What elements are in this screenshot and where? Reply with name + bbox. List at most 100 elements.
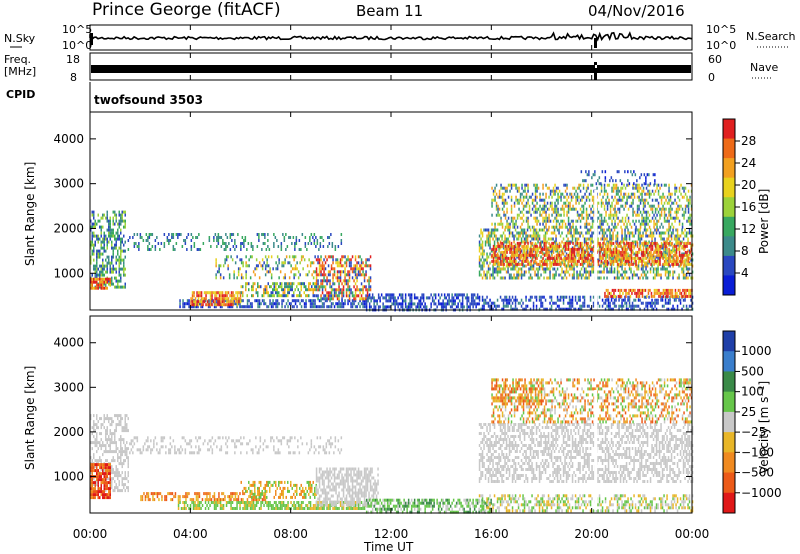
power-cell <box>600 237 602 241</box>
power-cell <box>248 305 250 309</box>
power-cell <box>487 231 490 235</box>
power-cell <box>637 276 640 280</box>
power-cell <box>115 276 117 280</box>
power-cell <box>350 305 352 309</box>
power-cell <box>632 241 634 245</box>
power-cell <box>539 259 541 263</box>
power-cell <box>229 294 231 298</box>
power-cell <box>538 228 541 232</box>
power-cell <box>618 264 620 268</box>
power-cell <box>286 245 289 248</box>
power-cell <box>528 270 530 274</box>
power-cell <box>576 262 579 266</box>
power-cell <box>201 305 204 309</box>
power-cell <box>514 228 517 232</box>
power-cell <box>369 288 372 292</box>
power-cell <box>368 288 370 292</box>
power-cell <box>509 262 511 266</box>
power-cell <box>356 261 358 265</box>
power-cell <box>209 305 211 309</box>
power-cell <box>269 302 271 306</box>
power-cell <box>640 273 643 277</box>
power-cell <box>575 225 577 229</box>
power-cell <box>338 285 340 289</box>
power-cell <box>558 213 561 217</box>
power-cell <box>344 282 346 286</box>
power-cell <box>506 256 508 260</box>
power-cell <box>577 231 580 235</box>
power-cell <box>292 236 295 239</box>
power-cell <box>281 299 283 303</box>
power-cell <box>686 244 688 248</box>
power-cell <box>660 237 662 241</box>
power-cell <box>633 210 636 214</box>
power-cell <box>106 277 108 281</box>
power-cell <box>223 248 226 251</box>
power-cell <box>564 249 566 253</box>
power-cell <box>294 299 297 303</box>
power-cell <box>344 261 346 265</box>
power-cell <box>525 247 528 251</box>
power-cell <box>661 237 664 241</box>
power-cell <box>326 258 328 262</box>
power-cell <box>684 228 686 232</box>
power-cell <box>623 250 625 254</box>
power-cell <box>569 241 571 245</box>
power-cell <box>531 201 534 205</box>
power-cell <box>555 210 558 214</box>
power-cell <box>673 234 676 238</box>
power-cell <box>632 210 634 214</box>
power-cell <box>536 195 538 199</box>
power-cell <box>542 247 544 251</box>
power-cell <box>613 276 616 280</box>
power-cell <box>373 299 375 303</box>
power-cell <box>219 236 221 239</box>
power-cell <box>293 255 295 259</box>
power-cell <box>576 259 579 263</box>
power-cell <box>248 258 250 262</box>
power-cell <box>344 299 346 303</box>
power-cell <box>534 241 537 245</box>
power-cell <box>504 186 507 190</box>
power-cell <box>481 267 484 271</box>
power-cell <box>619 240 622 244</box>
power-cell <box>522 240 524 244</box>
power-cell <box>348 294 351 298</box>
power-cell <box>579 270 581 274</box>
power-cell <box>534 216 537 220</box>
power-cell <box>677 216 679 220</box>
power-cell <box>597 210 600 214</box>
power-cell <box>609 228 611 232</box>
power-cell <box>336 305 339 309</box>
power-cell <box>668 262 670 266</box>
power-cell <box>665 253 667 257</box>
power-cell <box>601 234 604 238</box>
power-cell <box>513 234 515 238</box>
power-cell <box>571 264 574 268</box>
power-cell <box>449 305 452 309</box>
power-cell <box>615 225 618 229</box>
power-cell <box>626 195 628 199</box>
power-cell <box>492 273 494 277</box>
power-cell <box>597 216 600 220</box>
power-cell <box>489 267 491 271</box>
power-cell <box>574 255 577 259</box>
power-cell <box>483 270 485 274</box>
power-cell <box>487 264 490 268</box>
power-cell <box>351 302 354 306</box>
power-cell <box>106 261 108 265</box>
power-cell <box>652 267 655 271</box>
power-cell <box>624 231 626 235</box>
power-cell <box>657 183 660 187</box>
power-cell <box>552 259 555 263</box>
power-cell <box>102 213 104 217</box>
power-cell <box>323 276 325 280</box>
power-cell <box>91 249 93 253</box>
power-cell <box>617 256 619 260</box>
power-cell <box>637 231 640 235</box>
power-cell <box>627 256 630 260</box>
power-cell <box>630 267 632 271</box>
power-cell <box>351 294 354 298</box>
power-cell <box>654 198 657 202</box>
power-cell <box>264 236 266 239</box>
